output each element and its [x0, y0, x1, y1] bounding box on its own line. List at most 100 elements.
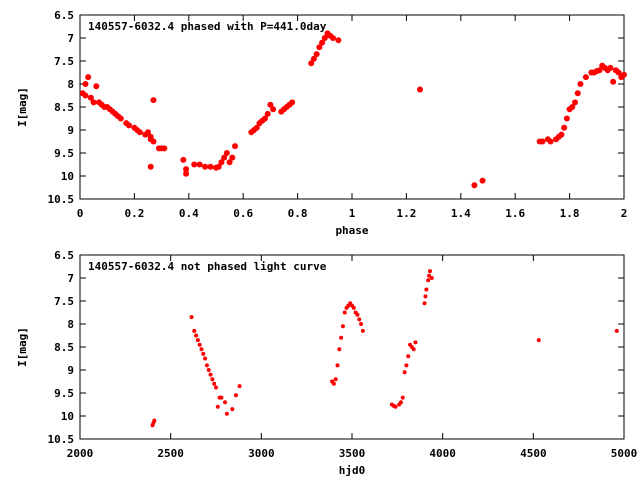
- data-point: [270, 106, 277, 113]
- data-point: [572, 99, 579, 106]
- data-point: [237, 384, 242, 389]
- data-point: [82, 81, 89, 87]
- data-point: [417, 86, 423, 93]
- data-point: [195, 338, 200, 343]
- data-point: [224, 411, 229, 416]
- y-tick-label: 9.5: [54, 387, 74, 400]
- data-point: [199, 347, 204, 352]
- data-point: [402, 370, 407, 375]
- data-point: [479, 177, 486, 184]
- data-point: [331, 381, 336, 386]
- data-point: [427, 273, 432, 278]
- y-tick-label: 7.5: [54, 55, 74, 68]
- x-tick-label: 0: [77, 207, 84, 220]
- data-point: [404, 363, 409, 368]
- data-point: [411, 347, 416, 352]
- y-tick-label: 7: [67, 272, 74, 285]
- data-point: [210, 377, 215, 382]
- chart-title: 140557-6032.4 phased with P=441.0day: [88, 20, 327, 33]
- data-point: [197, 342, 202, 347]
- data-point: [313, 51, 320, 58]
- data-point: [393, 404, 398, 409]
- data-point: [233, 393, 238, 398]
- data-point: [569, 104, 576, 110]
- data-point: [577, 81, 584, 87]
- y-axis-label: I[mag]: [16, 87, 29, 127]
- data-point: [342, 310, 347, 315]
- y-tick-label: 9.5: [54, 147, 74, 160]
- y-tick-label: 10.5: [48, 193, 75, 206]
- data-point: [229, 154, 236, 161]
- chart-title: 140557-6032.4 not phased light curve: [88, 260, 327, 273]
- x-tick-label: 1.4: [451, 207, 471, 220]
- data-point: [563, 115, 570, 122]
- data-point: [161, 145, 168, 152]
- x-axis-label: hjd0: [339, 464, 366, 477]
- plot-frame: [79, 254, 625, 440]
- data-point: [212, 381, 217, 386]
- y-tick-label: 8: [67, 78, 74, 91]
- data-point: [355, 312, 360, 317]
- data-point: [321, 35, 328, 41]
- data-point: [423, 294, 428, 299]
- data-point: [150, 138, 157, 145]
- data-point: [226, 159, 233, 166]
- data-point: [329, 35, 336, 41]
- data-point: [424, 287, 429, 292]
- data-point: [267, 101, 274, 108]
- data-point: [183, 170, 190, 177]
- data-point: [223, 400, 228, 405]
- data-point: [82, 92, 89, 99]
- data-point: [253, 124, 260, 131]
- data-point: [201, 351, 206, 356]
- data-point: [359, 322, 364, 326]
- data-point: [183, 166, 190, 173]
- data-point: [558, 131, 565, 138]
- data-point: [206, 368, 211, 372]
- y-tick-label: 7: [67, 32, 74, 45]
- data-point: [194, 333, 199, 338]
- data-point: [204, 363, 209, 368]
- y-tick-label: 9: [67, 364, 74, 377]
- x-tick-label: 0.8: [288, 207, 308, 220]
- x-tick-label: 0.4: [179, 207, 199, 220]
- data-point: [406, 354, 411, 359]
- data-point: [574, 90, 581, 97]
- y-tick-label: 9: [67, 124, 74, 137]
- data-point: [221, 154, 228, 161]
- data-point: [218, 159, 225, 166]
- data-point: [615, 69, 622, 76]
- y-tick-label: 10: [61, 410, 74, 423]
- y-axis-label: I[mag]: [16, 327, 29, 367]
- x-tick-label: 0.2: [124, 207, 144, 220]
- data-point: [429, 276, 434, 280]
- data-point: [351, 305, 356, 310]
- data-point: [337, 347, 342, 352]
- y-tick-label: 8: [67, 318, 74, 331]
- data-point: [136, 129, 143, 136]
- data-point: [85, 74, 92, 81]
- data-point: [471, 182, 478, 189]
- data-point: [150, 97, 157, 104]
- x-tick-label: 4000: [429, 447, 456, 460]
- chart-panel-1: 0 0.2 0.4 0.6 0.8 1 1.2 1.4 1.6 1.8 2 6.5 7 7.5 8 8.5 9 9…: [16, 9, 627, 237]
- data-point: [147, 163, 154, 170]
- data-point: [215, 163, 222, 170]
- data-point: [614, 328, 619, 333]
- data-point: [547, 138, 554, 145]
- y-tick-label: 10: [61, 170, 74, 183]
- x-tick-label: 2500: [157, 447, 184, 460]
- data-point: [215, 404, 220, 409]
- plot-frame: [79, 14, 625, 200]
- data-point: [621, 71, 627, 78]
- data-point: [400, 395, 405, 400]
- x-tick-label: 1.6: [505, 207, 525, 220]
- data-point: [219, 395, 224, 400]
- data-point: [214, 385, 218, 390]
- data-point: [152, 418, 157, 423]
- y-tick-label: 10.5: [48, 433, 75, 446]
- data-point: [308, 60, 315, 67]
- data-point: [223, 150, 230, 156]
